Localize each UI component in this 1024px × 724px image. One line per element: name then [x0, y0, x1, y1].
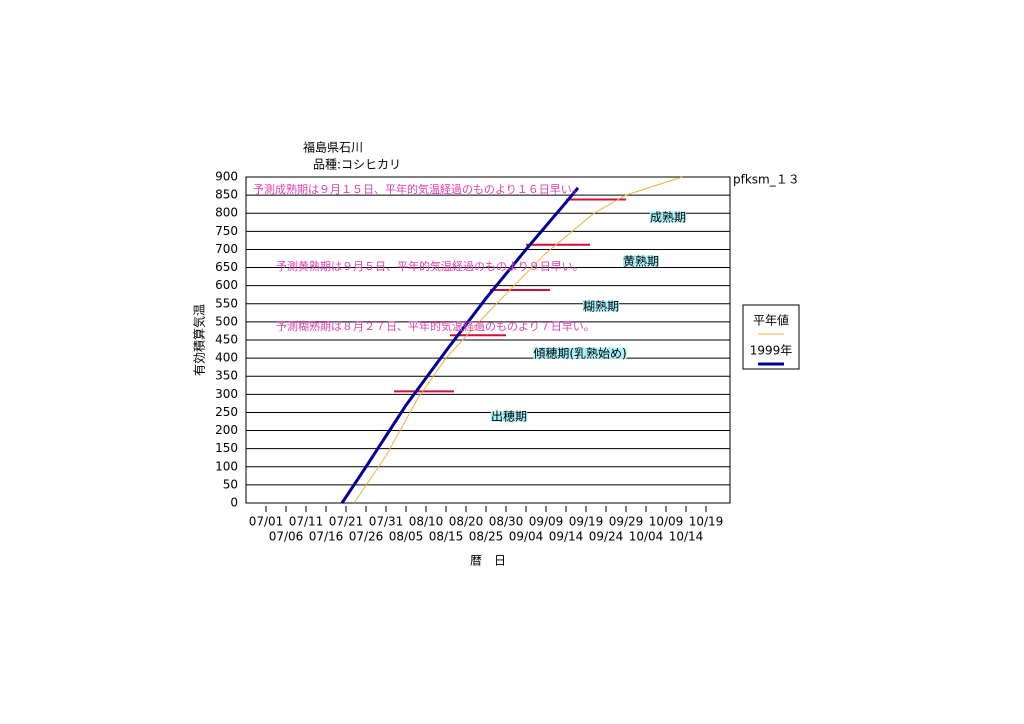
stage-label: 黄熟期 [623, 254, 659, 269]
x-tick-label: 09/09 [529, 515, 564, 529]
y-tick-label: 800 [215, 206, 238, 220]
series-line [340, 186, 580, 504]
x-tick-label: 08/30 [489, 515, 524, 529]
x-tick-label: 07/26 [349, 530, 384, 544]
y-tick-label: 750 [215, 224, 238, 238]
x-tick-label: 10/04 [629, 530, 664, 544]
x-axis-label: 暦 日 [470, 554, 506, 568]
stage-label-bg [622, 255, 660, 267]
x-tick-label: 07/21 [329, 515, 364, 529]
y-tick-label: 0 [230, 496, 238, 510]
x-tick-label: 08/05 [389, 530, 424, 544]
plot-border [245, 176, 731, 504]
y-tick-label: 50 [223, 477, 238, 491]
chart-subtitle: 品種:コシヒカリ [313, 158, 401, 172]
y-tick-label: 400 [215, 351, 238, 365]
x-tick-label: 09/04 [509, 530, 544, 544]
x-tick-label: 08/20 [449, 515, 484, 529]
x-tick-label: 07/01 [249, 515, 284, 529]
y-tick-label: 450 [215, 333, 238, 347]
annotation: 予測糊熟期は８月２７日、平年的気温経過のものより７日早い。 [276, 319, 595, 333]
y-tick-label: 150 [215, 441, 238, 455]
y-axis-label: 有効積算気温 [192, 304, 207, 376]
x-tick-label: 08/10 [409, 515, 444, 529]
x-tick-label: 10/14 [669, 530, 704, 544]
x-tick-label: 09/24 [589, 530, 624, 544]
annotation: 予測黄熟期は９月５日、平年的気温経過のものより９日早い。 [276, 259, 584, 273]
stage-label: 成熟期 [650, 210, 686, 225]
y-tick-label: 850 [215, 188, 238, 202]
x-tick-label: 07/11 [289, 515, 324, 529]
chart-code: pfksm_１３ [733, 173, 800, 187]
x-tick-label: 10/19 [689, 515, 724, 529]
y-tick-label: 550 [215, 296, 238, 310]
x-tick-label: 10/09 [649, 515, 684, 529]
x-tick-label: 09/14 [549, 530, 584, 544]
stage-label: 出穂期 [491, 410, 527, 424]
y-tick-label: 650 [215, 260, 238, 274]
series-line [353, 176, 683, 504]
stage-label: 傾穂期(乳熟始め) [533, 346, 626, 361]
x-tick-label: 07/06 [269, 530, 304, 544]
stage-label-bg [649, 211, 687, 223]
y-tick-label: 200 [215, 423, 238, 437]
legend-label: 1999年 [750, 344, 793, 358]
y-tick-label: 600 [215, 278, 238, 292]
stage-label-bg [582, 300, 620, 312]
y-tick-label: 700 [215, 242, 238, 256]
legend-label: 平年値 [753, 313, 789, 328]
x-tick-label: 07/16 [309, 530, 344, 544]
stage-label-bg [490, 411, 528, 422]
stage-label-bg [533, 347, 627, 359]
x-tick-label: 08/25 [469, 530, 504, 544]
legend-box [742, 304, 800, 370]
y-tick-label: 100 [215, 459, 238, 473]
x-tick-label: 09/19 [569, 515, 604, 529]
y-tick-label: 900 [215, 170, 238, 184]
annotation: 予測成熟期は９月１５日、平年的気温経過のものより１６日早い。 [253, 182, 583, 196]
stage-label: 糊熟期 [583, 299, 619, 314]
x-tick-label: 09/29 [609, 515, 644, 529]
y-tick-label: 250 [215, 405, 238, 419]
x-tick-label: 07/31 [369, 515, 404, 529]
y-tick-label: 500 [215, 314, 238, 328]
x-tick-label: 08/15 [429, 530, 464, 544]
y-tick-label: 300 [215, 387, 238, 401]
y-tick-label: 350 [215, 369, 238, 383]
chart-title: 福島県石川 [303, 140, 363, 155]
